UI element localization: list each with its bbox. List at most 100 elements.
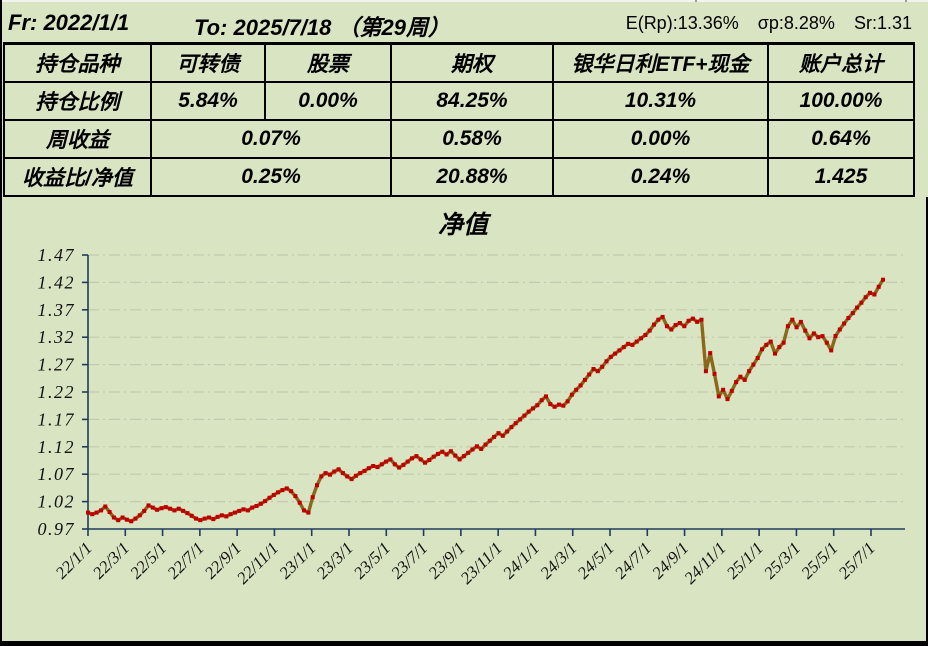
nav-marker bbox=[617, 348, 622, 353]
table-row: 持仓比例 5.84% 0.00% 84.25% 10.31% 100.00% bbox=[3, 81, 915, 121]
cell-contrib-cb-stock[interactable]: 0.25% bbox=[150, 157, 392, 198]
y-tick-label: 1.07 bbox=[38, 464, 76, 484]
nav-marker bbox=[695, 319, 700, 324]
nav-marker bbox=[483, 442, 488, 447]
nav-marker bbox=[440, 449, 445, 454]
nav-marker bbox=[781, 340, 786, 345]
nav-marker bbox=[315, 483, 319, 488]
nav-marker bbox=[837, 327, 842, 332]
nav-marker bbox=[868, 290, 872, 295]
cell-weekreturn-cb-stock[interactable]: 0.07% bbox=[150, 119, 392, 159]
y-tick-label: 1.42 bbox=[38, 272, 76, 292]
nav-marker bbox=[250, 505, 255, 510]
nav-marker bbox=[194, 516, 198, 521]
nav-line bbox=[87, 278, 885, 523]
cell-header-category[interactable]: 持仓品种 bbox=[3, 42, 152, 83]
cell-weekreturn-options[interactable]: 0.58% bbox=[390, 119, 554, 159]
cell-ratio-total[interactable]: 100.00% bbox=[767, 81, 915, 121]
nav-marker bbox=[94, 510, 99, 515]
nav-marker bbox=[492, 434, 497, 439]
holdings-table: 持仓品种 可转债 股票 期权 银华日利ETF+现金 账户总计 持仓比例 5.84… bbox=[3, 42, 915, 198]
nav-marker bbox=[129, 519, 134, 524]
nav-chart[interactable]: 净值 0.97 1.02 1.07 1.12 1.17 1.22 1.27 1.32 1.37 1.… bbox=[0, 197, 928, 642]
nav-marker bbox=[448, 449, 453, 454]
nav-marker bbox=[353, 473, 358, 478]
cell-contrib-etf-cash[interactable]: 0.24% bbox=[552, 157, 769, 198]
nav-marker bbox=[293, 494, 298, 499]
y-tick-label: 1.12 bbox=[38, 437, 76, 457]
cell-ratio-stock[interactable]: 0.00% bbox=[264, 81, 392, 121]
nav-marker bbox=[544, 394, 548, 399]
nav-marker bbox=[423, 460, 427, 465]
nav-marker bbox=[224, 514, 229, 519]
cell-ratio-options[interactable]: 84.25% bbox=[390, 81, 554, 121]
cell-ratio-label[interactable]: 持仓比例 bbox=[3, 81, 152, 121]
x-tick-label: 24/3/1 bbox=[536, 538, 580, 582]
nav-marker bbox=[362, 468, 367, 473]
nav-marker bbox=[159, 506, 164, 511]
nav-marker bbox=[358, 471, 363, 476]
chart-right-border bbox=[926, 197, 928, 646]
nav-marker bbox=[263, 499, 268, 504]
cell-header-options[interactable]: 期权 bbox=[390, 42, 554, 83]
x-tick-label: 23/7/1 bbox=[387, 538, 431, 582]
nav-marker bbox=[405, 459, 410, 464]
nav-marker bbox=[595, 369, 600, 374]
nav-marker bbox=[561, 403, 566, 408]
cell-weekreturn-etf-cash[interactable]: 0.00% bbox=[552, 119, 769, 159]
x-tick-label: 23/11/1 bbox=[457, 538, 506, 587]
nav-marker bbox=[742, 377, 747, 382]
cell-weekreturn-label[interactable]: 周收益 bbox=[3, 119, 152, 159]
stat-sharpe[interactable]: Sr:1.31 bbox=[853, 13, 912, 33]
nav-marker bbox=[526, 409, 531, 414]
y-tick-label: 1.27 bbox=[38, 355, 76, 375]
nav-marker bbox=[816, 335, 821, 340]
nav-marker bbox=[310, 495, 315, 500]
to-date-label[interactable]: To: 2025/7/18 （第29周） bbox=[194, 15, 450, 40]
x-tick-label: 22/11/1 bbox=[233, 538, 282, 587]
nav-marker bbox=[665, 324, 669, 329]
nav-marker bbox=[548, 402, 553, 407]
nav-marker bbox=[323, 471, 328, 476]
cell-nav-total[interactable]: 1.425 bbox=[767, 157, 915, 198]
cell-contrib-options[interactable]: 20.88% bbox=[390, 157, 554, 198]
nav-marker bbox=[215, 514, 220, 519]
cell-ratio-convertible[interactable]: 5.84% bbox=[150, 81, 266, 121]
cell-ratio-etf-cash[interactable]: 10.31% bbox=[552, 81, 769, 121]
nav-marker bbox=[103, 504, 108, 509]
nav-marker bbox=[228, 512, 233, 517]
nav-marker bbox=[133, 516, 138, 521]
nav-marker bbox=[392, 462, 397, 467]
nav-marker bbox=[798, 319, 803, 324]
nav-marker bbox=[496, 431, 501, 436]
cell-weekreturn-total[interactable]: 0.64% bbox=[767, 119, 915, 159]
cell-header-etf-cash[interactable]: 银华日利ETF+现金 bbox=[552, 42, 769, 83]
nav-marker bbox=[375, 465, 380, 470]
nav-marker bbox=[686, 318, 691, 323]
nav-marker bbox=[565, 399, 570, 404]
cell-header-stock[interactable]: 股票 bbox=[264, 42, 392, 83]
nav-marker bbox=[794, 325, 799, 330]
nav-marker bbox=[297, 500, 302, 505]
nav-marker bbox=[634, 339, 639, 344]
from-date-label[interactable]: Fr: 2022/1/1 bbox=[8, 10, 130, 35]
x-tick-label: 22/5/1 bbox=[126, 538, 170, 582]
nav-marker bbox=[755, 356, 760, 360]
stat-expected-return[interactable]: E(Rp):13.36% bbox=[625, 13, 739, 33]
nav-marker bbox=[232, 510, 237, 515]
nav-marker bbox=[552, 404, 557, 409]
nav-marker bbox=[682, 324, 687, 329]
nav-marker bbox=[509, 425, 514, 430]
cell-header-convertible[interactable]: 可转债 bbox=[150, 42, 266, 83]
nav-marker bbox=[773, 351, 777, 356]
nav-marker bbox=[198, 518, 203, 523]
nav-marker bbox=[453, 453, 458, 458]
nav-marker bbox=[176, 506, 181, 511]
cell-contrib-label[interactable]: 收益比/净值 bbox=[3, 157, 152, 198]
nav-marker bbox=[518, 417, 523, 422]
nav-marker bbox=[276, 490, 281, 495]
nav-marker bbox=[803, 328, 808, 333]
nav-marker bbox=[332, 469, 337, 474]
stat-volatility[interactable]: σp:8.28% bbox=[757, 13, 835, 33]
cell-header-account-total[interactable]: 账户总计 bbox=[767, 42, 915, 83]
